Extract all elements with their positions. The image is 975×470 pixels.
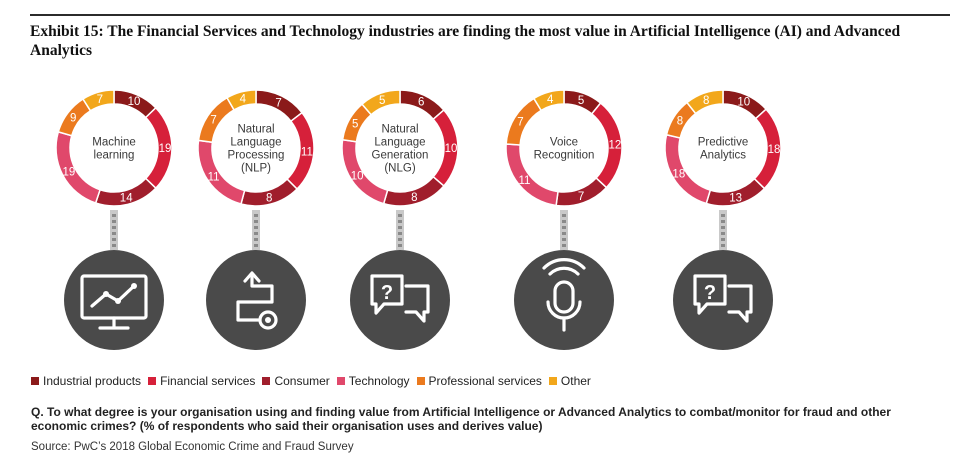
donut-center-label: (NLG) (384, 163, 415, 175)
legend-item: Professional services (416, 374, 542, 388)
legend-item: Technology (336, 374, 410, 388)
donut-segment (532, 89, 565, 112)
segment-value-label: 11 (301, 146, 313, 158)
segment-value-label: 10 (128, 96, 141, 108)
donut-center-label: Voice (550, 137, 578, 149)
segment-value-label: 13 (729, 192, 742, 204)
segment-value-label: 7 (578, 191, 584, 203)
segment-value-label: 7 (517, 117, 523, 129)
segment-value-label: 7 (97, 94, 103, 106)
segment-value-label: 18 (768, 144, 781, 156)
donut-segment (360, 89, 401, 116)
legend-item: Consumer (262, 374, 330, 388)
segment-value-label: 11 (208, 171, 220, 183)
segment-value-label: 10 (737, 96, 750, 108)
legend-label: Financial services (160, 374, 256, 388)
donut-center-label: (NLP) (241, 163, 271, 175)
donut-segment (81, 89, 115, 112)
legend-swatch (31, 377, 39, 385)
segment-value-label: 18 (672, 169, 685, 181)
segment-value-label: 19 (159, 143, 172, 155)
donut-center-label: Natural (237, 124, 274, 136)
legend-swatch (148, 377, 157, 385)
donut-segment (225, 89, 257, 111)
donut-center-label: Language (374, 137, 425, 149)
legend-swatch (416, 377, 425, 385)
segment-value-label: 8 (677, 116, 683, 128)
process-flow-icon (206, 250, 306, 350)
speech-bubbles-icon: ? (350, 250, 450, 350)
donut-center-label: Recognition (534, 150, 595, 162)
legend-label: Consumer (274, 374, 330, 388)
donut-center-label: Natural (381, 124, 418, 136)
segment-value-label: 4 (240, 94, 247, 106)
legend-label: Technology (348, 374, 410, 388)
segment-value-label: 8 (411, 192, 417, 204)
segment-value-label: 10 (445, 143, 458, 155)
legend-item: Other (548, 374, 591, 388)
segment-value-label: 11 (518, 175, 530, 187)
connector (252, 210, 260, 250)
donut-center-label: Machine (92, 137, 135, 149)
segment-value-label: 6 (418, 97, 424, 109)
segment-value-label: 19 (62, 167, 75, 179)
legend-swatch (336, 377, 345, 385)
legend: Industrial products Financial services Con… (31, 374, 598, 388)
segment-value-label: 7 (275, 97, 281, 109)
legend-swatch (548, 377, 557, 385)
legend-item: Financial services (148, 374, 255, 388)
legend-item: Industrial products (31, 374, 141, 388)
segment-value-label: 9 (70, 112, 76, 124)
segment-value-label: 4 (547, 94, 554, 106)
donut-center-label: Language (230, 137, 281, 149)
donut-center-label: learning (94, 150, 135, 162)
donut-center-label: Predictive (698, 137, 749, 149)
legend-swatch (262, 377, 271, 385)
svg-text:?: ? (381, 282, 393, 304)
legend-label: Other (560, 374, 591, 388)
top-rule (30, 14, 950, 16)
monitor-chart-icon (64, 250, 164, 350)
microphone-icon (514, 250, 614, 350)
segment-value-label: 5 (578, 95, 584, 107)
donut-segment (685, 89, 724, 115)
donut-center-label: Generation (372, 150, 429, 162)
source-note: Source: PwC’s 2018 Global Economic Crime… (31, 441, 354, 453)
legend-label: Industrial products (43, 374, 142, 388)
segment-value-label: 12 (608, 140, 621, 152)
connector (719, 210, 727, 250)
connector (560, 210, 568, 250)
speech-bubbles-icon: ? (673, 250, 773, 350)
segment-value-label: 8 (703, 95, 709, 107)
segment-value-label: 14 (120, 193, 133, 205)
donut-center-label: Processing (228, 150, 285, 162)
svg-text:?: ? (704, 282, 716, 304)
connector (110, 210, 118, 250)
segment-value-label: 10 (351, 171, 364, 183)
segment-value-label: 7 (210, 115, 216, 127)
survey-question: Q. To what degree is your organisation u… (31, 405, 891, 433)
exhibit-title: Exhibit 15: The Financial Services and T… (30, 23, 901, 59)
segment-value-label: 5 (379, 95, 385, 107)
segment-value-label: 5 (352, 119, 358, 131)
segment-value-label: 8 (266, 192, 272, 204)
legend-label: Professional services (428, 374, 542, 388)
connector (396, 210, 404, 250)
donut-center-label: Analytics (700, 150, 746, 162)
